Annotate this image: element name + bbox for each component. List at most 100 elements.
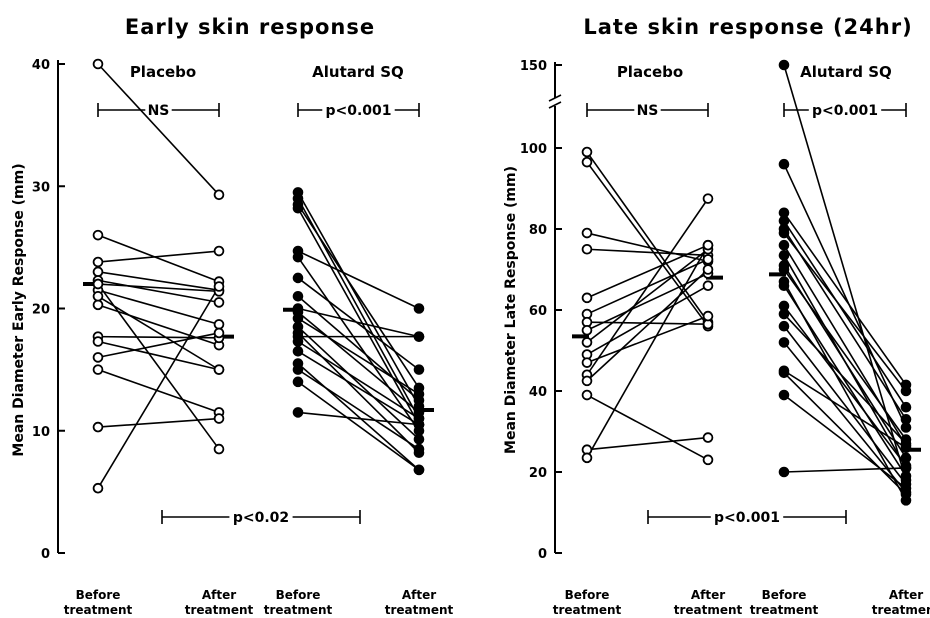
data-point bbox=[413, 464, 425, 476]
subject-line bbox=[783, 212, 907, 386]
subject-line bbox=[97, 417, 220, 428]
x-tick-label: After bbox=[402, 588, 436, 602]
data-point bbox=[92, 266, 104, 278]
subject-line bbox=[783, 285, 907, 477]
subject-line bbox=[97, 332, 220, 359]
subject-line bbox=[586, 268, 709, 382]
data-point bbox=[413, 364, 425, 375]
y-tick-label: 30 bbox=[32, 180, 50, 195]
data-point bbox=[92, 278, 104, 290]
data-point bbox=[581, 243, 593, 255]
x-tick-label: Before bbox=[762, 588, 807, 602]
subject-line bbox=[297, 340, 420, 420]
data-point bbox=[581, 324, 593, 336]
data-point bbox=[92, 364, 104, 375]
series-group: p<0.001 bbox=[283, 103, 434, 476]
chart-title: Late skin response (24hr) bbox=[583, 15, 912, 39]
subject-line bbox=[97, 63, 220, 196]
subject-line bbox=[586, 161, 709, 327]
data-point bbox=[702, 239, 714, 251]
y-tick-label: 0 bbox=[41, 547, 50, 562]
data-point bbox=[292, 202, 304, 214]
data-point bbox=[702, 454, 714, 466]
data-point bbox=[778, 280, 790, 292]
group-label: Placebo bbox=[617, 63, 683, 81]
subject-line bbox=[783, 305, 907, 467]
data-point bbox=[413, 331, 425, 342]
y-tick-label: 100 bbox=[520, 142, 547, 157]
subject-line bbox=[783, 325, 907, 485]
subject-line bbox=[586, 315, 709, 364]
data-point bbox=[292, 312, 304, 324]
data-point bbox=[92, 336, 104, 347]
group-label: Alutard SQ bbox=[800, 63, 892, 81]
data-point bbox=[292, 272, 304, 284]
data-point bbox=[92, 421, 104, 433]
subject-line bbox=[297, 277, 420, 371]
data-point bbox=[702, 254, 714, 265]
data-point bbox=[702, 310, 714, 322]
data-point bbox=[778, 250, 790, 261]
data-point bbox=[581, 357, 593, 368]
data-point bbox=[213, 319, 225, 330]
data-point bbox=[92, 256, 104, 268]
significance-label: p<0.02 bbox=[233, 510, 289, 526]
y-tick-label: 60 bbox=[529, 304, 547, 319]
data-point bbox=[900, 385, 912, 397]
x-tick-label: After bbox=[202, 588, 236, 602]
data-point bbox=[581, 292, 593, 304]
data-point bbox=[778, 389, 790, 401]
data-point bbox=[900, 414, 912, 425]
subject-line bbox=[586, 285, 709, 356]
data-point bbox=[213, 364, 225, 375]
subject-line bbox=[97, 283, 220, 293]
data-point bbox=[292, 376, 304, 388]
significance-label: NS bbox=[637, 103, 659, 119]
data-point bbox=[213, 297, 225, 308]
subject-line bbox=[97, 283, 220, 450]
subject-line bbox=[297, 307, 420, 338]
data-point bbox=[213, 327, 225, 339]
data-point bbox=[581, 156, 593, 168]
data-point bbox=[292, 251, 304, 263]
data-point bbox=[413, 419, 425, 430]
x-tick-label: treatment bbox=[750, 603, 819, 617]
subject-line bbox=[297, 256, 420, 432]
series-group: p<0.001 bbox=[769, 59, 921, 506]
y-tick-label: 150 bbox=[520, 59, 547, 74]
subject-line bbox=[97, 295, 220, 371]
data-point bbox=[778, 239, 790, 251]
axis-break-mark bbox=[548, 101, 562, 109]
x-tick-label: Before bbox=[76, 588, 121, 602]
chart-title: Early skin response bbox=[125, 15, 375, 39]
subject-line bbox=[297, 250, 420, 310]
group-label: Alutard SQ bbox=[312, 63, 404, 81]
data-point bbox=[778, 466, 790, 478]
x-tick-label: treatment bbox=[872, 603, 930, 617]
subject-line bbox=[783, 313, 907, 445]
data-point bbox=[413, 443, 425, 455]
y-tick-label: 0 bbox=[538, 547, 547, 562]
series-group: NS bbox=[83, 58, 234, 494]
data-point bbox=[702, 193, 714, 204]
subject-line bbox=[586, 436, 709, 451]
significance-label: p<0.001 bbox=[812, 103, 878, 119]
data-point bbox=[413, 388, 425, 400]
subject-line bbox=[586, 232, 709, 263]
x-tick-label: treatment bbox=[185, 603, 254, 617]
subject-line bbox=[297, 295, 420, 401]
y-tick-label: 10 bbox=[32, 425, 50, 440]
data-point bbox=[702, 280, 714, 292]
data-point bbox=[702, 432, 714, 443]
data-point bbox=[778, 158, 790, 170]
subject-line bbox=[783, 341, 907, 493]
data-point bbox=[778, 264, 790, 275]
significance-label: NS bbox=[148, 103, 170, 119]
data-point bbox=[292, 364, 304, 375]
subject-line bbox=[97, 279, 220, 304]
data-point bbox=[581, 452, 593, 464]
data-point bbox=[92, 482, 104, 494]
subject-line bbox=[783, 232, 907, 392]
subject-line bbox=[783, 370, 907, 449]
data-point bbox=[581, 375, 593, 387]
